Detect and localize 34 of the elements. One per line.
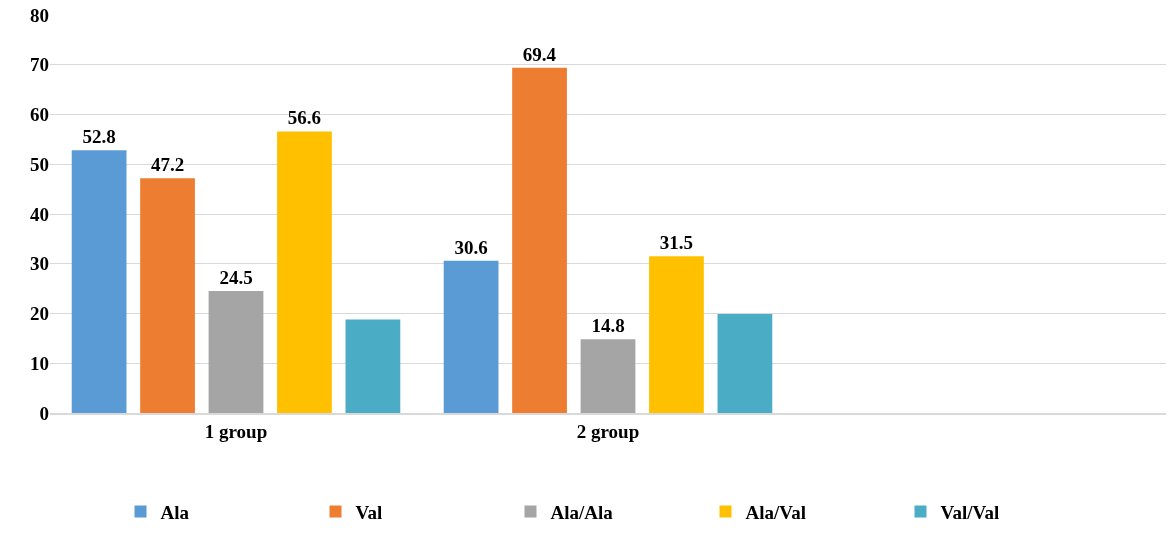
legend-label: Ala xyxy=(160,501,190,523)
bar xyxy=(717,314,773,413)
bar xyxy=(580,339,636,413)
y-tick-label: 60 xyxy=(30,104,49,126)
bar xyxy=(345,319,401,413)
y-tick-label: 40 xyxy=(30,203,49,225)
legend-label: Ala/Val xyxy=(745,501,807,523)
y-tick-label: 80 xyxy=(30,4,49,26)
legend-label: Val/Val xyxy=(940,501,1000,523)
data-label: 30.6 xyxy=(454,236,488,258)
y-tick-label: 20 xyxy=(30,303,49,325)
data-label: 31.5 xyxy=(659,232,694,254)
data-label: 47.2 xyxy=(150,154,185,176)
legend-label: Val xyxy=(355,501,383,523)
data-label: 56.6 xyxy=(287,107,322,129)
bar xyxy=(208,291,264,413)
bar xyxy=(512,67,567,413)
data-label: 14.8 xyxy=(591,315,625,337)
y-tick-label: 70 xyxy=(30,54,49,76)
bar xyxy=(649,256,704,413)
bar xyxy=(140,178,195,413)
y-tick-label: 30 xyxy=(30,253,49,275)
data-label: 24.5 xyxy=(219,267,253,289)
legend-label: Ala/Ala xyxy=(550,501,614,523)
x-tick-label: 2 group xyxy=(576,420,640,442)
bar xyxy=(277,131,332,413)
x-tick-label: 1 group xyxy=(204,420,268,442)
data-label: 52.8 xyxy=(82,126,116,148)
bar xyxy=(71,150,127,413)
y-tick-label: 10 xyxy=(30,352,49,374)
data-label: 69.4 xyxy=(522,43,557,65)
bar xyxy=(443,260,499,413)
y-tick-label: 0 xyxy=(39,402,49,424)
y-tick-label: 50 xyxy=(30,153,49,175)
